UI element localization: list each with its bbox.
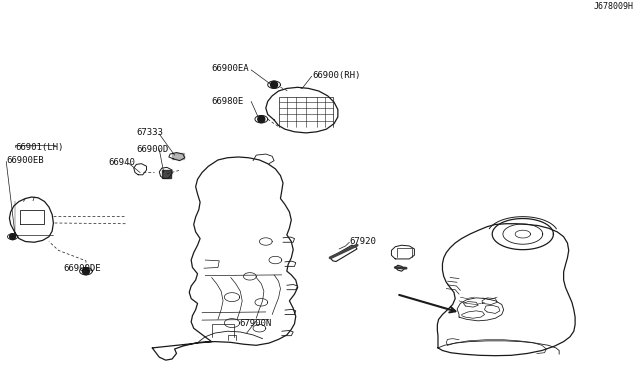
Circle shape — [83, 268, 90, 275]
Text: 66900EB: 66900EB — [6, 156, 44, 165]
Text: 67900N: 67900N — [239, 319, 271, 328]
Text: 66900D: 66900D — [136, 145, 168, 154]
Text: 66901(LH): 66901(LH) — [15, 143, 63, 152]
Text: 66900(RH): 66900(RH) — [312, 71, 361, 80]
Bar — [172, 153, 184, 159]
Text: 66940: 66940 — [108, 158, 135, 167]
Text: J678009H: J678009H — [594, 2, 634, 11]
Text: 67333: 67333 — [136, 128, 163, 137]
Circle shape — [271, 81, 278, 88]
Circle shape — [10, 234, 15, 240]
Bar — [163, 170, 172, 178]
Text: 66900EA: 66900EA — [212, 64, 249, 73]
Text: 66900DE: 66900DE — [63, 264, 100, 273]
Circle shape — [258, 116, 265, 123]
Text: 67920: 67920 — [349, 237, 376, 246]
Text: 66980E: 66980E — [212, 97, 244, 106]
